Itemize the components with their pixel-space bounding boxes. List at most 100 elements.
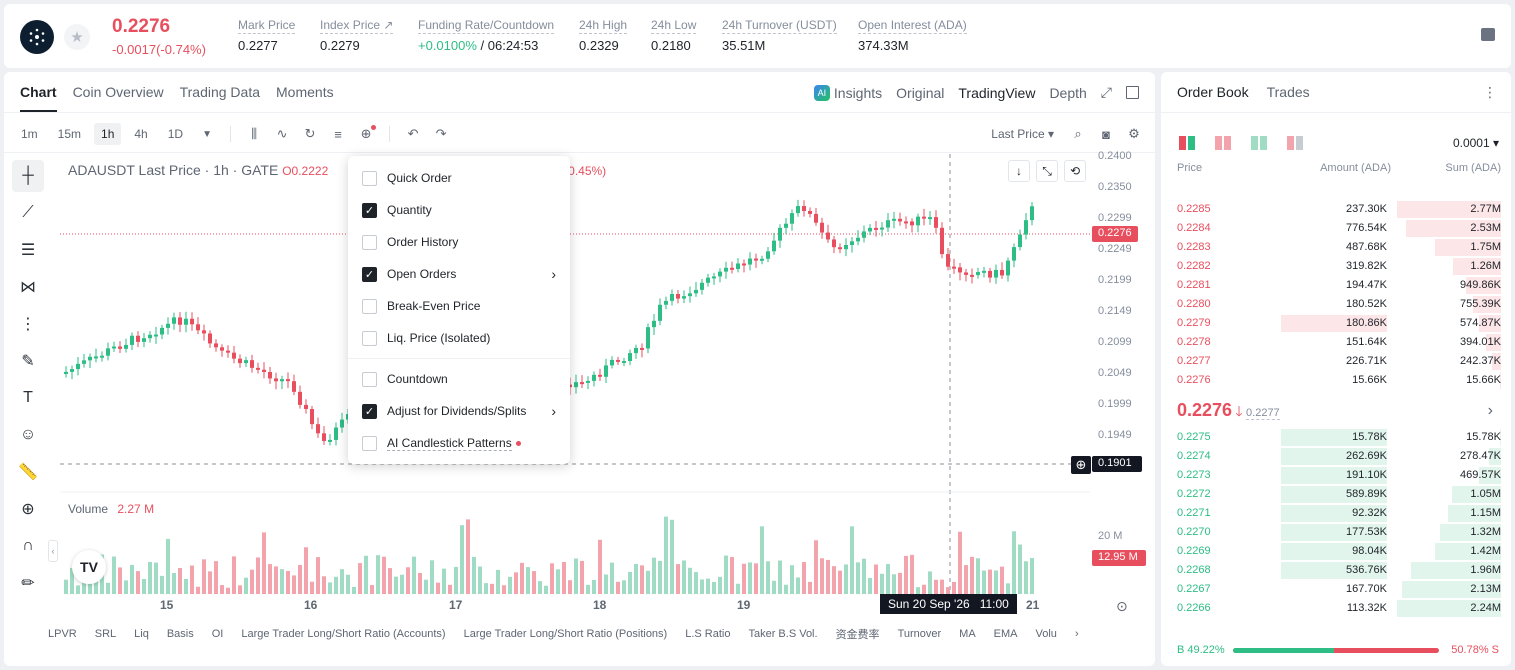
indicator-basis[interactable]: Basis xyxy=(166,628,194,640)
magnet-icon[interactable]: ∩ xyxy=(22,537,34,554)
more-menu-icon[interactable]: ⋮ xyxy=(1483,84,1497,100)
indicator-taker-vol[interactable]: Taker B.S Vol. xyxy=(748,628,818,640)
view-insights[interactable]: Insights xyxy=(833,84,883,101)
tab-order-book[interactable]: Order Book xyxy=(1177,84,1249,100)
add-alert-icon[interactable]: ⊕ xyxy=(1071,456,1091,474)
ruler-icon[interactable]: 📏 xyxy=(18,464,38,481)
pencil-icon[interactable]: ✏ xyxy=(21,575,35,592)
ask-row[interactable]: 0.2285 237.30K 2.77M xyxy=(1161,200,1511,219)
layout-depth-icon[interactable] xyxy=(1287,136,1303,150)
tab-moments[interactable]: Moments xyxy=(276,84,334,100)
tab-trades[interactable]: Trades xyxy=(1266,84,1310,100)
indicator-volume[interactable]: Volu xyxy=(1035,628,1057,640)
view-tradingview[interactable]: TradingView xyxy=(958,84,1036,101)
tab-coin-overview[interactable]: Coin Overview xyxy=(72,84,164,100)
fib-icon[interactable]: ⋮ xyxy=(20,316,36,333)
ask-row[interactable]: 0.2281 194.47K 949.86K xyxy=(1161,276,1511,295)
indicator-turnover[interactable]: Turnover xyxy=(897,628,942,640)
settings-list-icon[interactable]: ≡ xyxy=(334,126,342,142)
checkbox[interactable] xyxy=(362,298,377,314)
menu-break-even[interactable]: Break-Even Price xyxy=(348,290,570,322)
indicator-ls-ratio[interactable]: L.S Ratio xyxy=(685,628,731,640)
trend-line-icon[interactable]: ⟋ xyxy=(22,204,34,221)
crosshair-icon[interactable]: ┼ xyxy=(12,160,44,192)
tf-1m[interactable]: 1m xyxy=(21,127,38,141)
collapse-tools-icon[interactable]: ‹ xyxy=(48,540,58,562)
gear-icon[interactable]: ⚙ xyxy=(1128,126,1140,141)
pattern-icon[interactable]: ⋈ xyxy=(20,279,36,296)
bid-row[interactable]: 0.2272 589.89K 1.05M xyxy=(1161,485,1511,504)
checkbox-checked[interactable]: ✓ xyxy=(362,266,377,282)
menu-open-orders[interactable]: ✓ Open Orders › xyxy=(348,258,570,290)
layout-bids-icon[interactable] xyxy=(1251,136,1267,150)
collapse-icon[interactable]: ⤡ xyxy=(1036,160,1058,182)
reset-icon[interactable]: ⟲ xyxy=(1064,160,1086,182)
menu-liq-price[interactable]: Liq. Price (Isolated) xyxy=(348,322,570,354)
checkbox[interactable] xyxy=(362,435,377,451)
time-axis[interactable]: 15 16 17 18 19 21 Sun 20 Sep '26 11:00 xyxy=(60,594,1090,618)
refresh-icon[interactable]: ↻ xyxy=(304,126,316,141)
notebook-icon[interactable] xyxy=(1481,28,1495,41)
candle-type-icon[interactable]: ⫼ xyxy=(251,126,258,141)
layout-both-icon[interactable] xyxy=(1179,136,1195,150)
layout-asks-icon[interactable] xyxy=(1215,136,1231,150)
expand-icon[interactable]: ⤢ xyxy=(1100,84,1112,100)
ask-row[interactable]: 0.2278 151.64K 394.01K xyxy=(1161,333,1511,352)
undo-icon[interactable]: ↶ xyxy=(407,126,419,141)
ask-row[interactable]: 0.2284 776.54K 2.53M xyxy=(1161,219,1511,238)
mid-price-row[interactable]: 0.2276 🡓 0.2277 › xyxy=(1177,400,1493,420)
indicator-liq[interactable]: Liq xyxy=(134,628,149,640)
tab-trading-data[interactable]: Trading Data xyxy=(179,84,261,100)
indicator-ema[interactable]: EMA xyxy=(993,628,1018,640)
ask-row[interactable]: 0.2276 15.66K 15.66K xyxy=(1161,371,1511,390)
tf-1h[interactable]: 1h xyxy=(94,123,122,145)
price-source-select[interactable]: Last Price ▾ xyxy=(991,127,1054,141)
menu-countdown[interactable]: Countdown xyxy=(348,363,570,395)
tf-4h[interactable]: 4h xyxy=(134,127,148,141)
bid-row[interactable]: 0.2270 177.53K 1.32M xyxy=(1161,523,1511,542)
redo-icon[interactable]: ↷ xyxy=(435,126,447,141)
add-plus-icon[interactable]: ⊕ xyxy=(355,123,377,145)
ask-row[interactable]: 0.2282 319.82K 1.26M xyxy=(1161,257,1511,276)
view-original[interactable]: Original xyxy=(896,84,945,101)
horizontal-lines-icon[interactable]: ☰ xyxy=(20,242,36,259)
ask-row[interactable]: 0.2280 180.52K 755.39K xyxy=(1161,295,1511,314)
search-icon[interactable]: ⌕ xyxy=(1074,126,1082,141)
bid-row[interactable]: 0.2274 262.69K 278.47K xyxy=(1161,447,1511,466)
checkbox[interactable] xyxy=(362,371,377,387)
bid-row[interactable]: 0.2275 15.78K 15.78K xyxy=(1161,428,1511,447)
timeframe-dropdown-icon[interactable]: ▼ xyxy=(202,128,213,140)
tf-15m[interactable]: 15m xyxy=(57,127,82,141)
indicator-lt-ls-positions[interactable]: Large Trader Long/Short Ratio (Positions… xyxy=(463,628,668,640)
ask-row[interactable]: 0.2277 226.71K 242.37K xyxy=(1161,352,1511,371)
brush-icon[interactable]: ✎ xyxy=(21,353,35,370)
precision-select[interactable]: 0.0001 ▾ xyxy=(1452,136,1499,150)
bid-row[interactable]: 0.2269 98.04K 1.42M xyxy=(1161,542,1511,561)
indicators-icon[interactable]: ∿ xyxy=(276,126,288,141)
indicator-srl[interactable]: SRL xyxy=(94,628,117,640)
window-icon[interactable] xyxy=(1126,86,1139,99)
bid-row[interactable]: 0.2271 92.32K 1.15M xyxy=(1161,504,1511,523)
checkbox-checked[interactable]: ✓ xyxy=(362,202,377,218)
stat-index-price[interactable]: Index Price ↗ 0.2279 xyxy=(320,18,394,53)
tab-chart[interactable]: Chart xyxy=(20,84,57,112)
bid-row[interactable]: 0.2267 167.70K 2.13M xyxy=(1161,580,1511,599)
price-axis[interactable]: 0.2400 0.2350 0.2299 0.2249 0.2199 0.214… xyxy=(1092,150,1152,614)
emoji-icon[interactable]: ☺ xyxy=(19,426,37,443)
view-depth[interactable]: Depth xyxy=(1049,84,1087,101)
checkbox[interactable] xyxy=(362,234,377,250)
indicator-lt-ls-accounts[interactable]: Large Trader Long/Short Ratio (Accounts) xyxy=(241,628,446,640)
chevron-right-icon[interactable]: › xyxy=(1074,628,1079,640)
indicator-oi[interactable]: OI xyxy=(211,628,224,640)
ask-row[interactable]: 0.2279 180.86K 574.87K xyxy=(1161,314,1511,333)
checkbox-checked[interactable]: ✓ xyxy=(362,403,377,419)
indicator-lpvr[interactable]: LPVR xyxy=(48,628,77,640)
time-axis-settings-icon[interactable]: ⊙ xyxy=(1116,598,1128,614)
menu-quantity[interactable]: ✓ Quantity xyxy=(348,194,570,226)
bid-row[interactable]: 0.2268 536.76K 1.96M xyxy=(1161,561,1511,580)
checkbox[interactable] xyxy=(362,170,377,186)
camera-icon[interactable]: ◙ xyxy=(1102,126,1110,142)
menu-adjust-dividends[interactable]: ✓ Adjust for Dividends/Splits › xyxy=(348,395,570,427)
ask-row[interactable]: 0.2283 487.68K 1.75M xyxy=(1161,238,1511,257)
zoom-in-icon[interactable]: ⊕ xyxy=(21,501,35,518)
